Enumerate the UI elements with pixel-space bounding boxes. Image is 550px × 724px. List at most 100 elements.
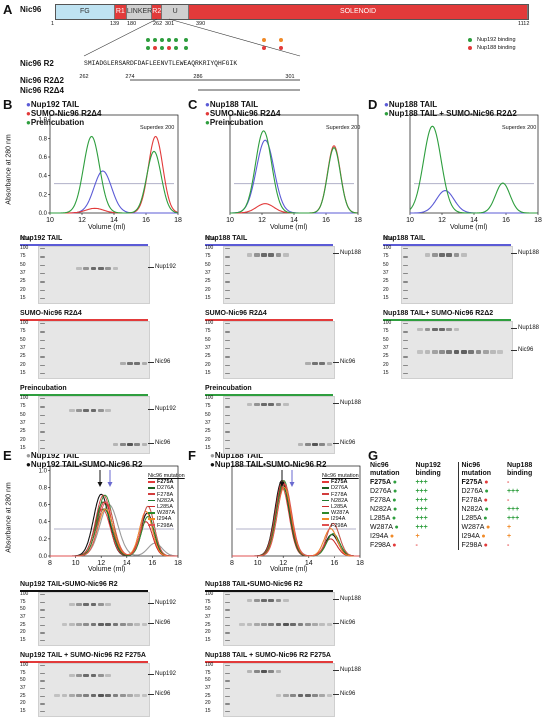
nup192-binding-dot	[160, 38, 164, 42]
protein-band	[297, 623, 304, 626]
protein-band	[312, 443, 318, 446]
protein-band	[90, 694, 97, 697]
protein-band	[76, 409, 82, 412]
sequence-tick: 286	[193, 74, 202, 80]
protein-band	[105, 694, 112, 697]
nup192-binding-dot	[146, 38, 150, 42]
mw-marker: 25	[20, 428, 26, 435]
protein-band	[127, 362, 133, 365]
protein-band	[83, 674, 90, 677]
protein-band	[68, 623, 75, 626]
mw-marker: 75	[20, 253, 26, 260]
protein-band	[461, 253, 467, 257]
ladder-band	[40, 331, 45, 333]
ladder-band	[40, 609, 45, 611]
band-label: Nic96	[340, 620, 356, 626]
x-tick-label: 16	[502, 217, 510, 224]
protein-band	[439, 328, 445, 331]
protein-band	[76, 603, 82, 606]
residue-tick: 301	[165, 21, 175, 27]
band-pointer	[333, 623, 339, 624]
gel-title: Nup192 TAIL	[20, 235, 63, 242]
protein-name: Nic96	[20, 5, 42, 14]
y-tick-label: 0.4	[39, 520, 48, 526]
mw-marker: 25	[205, 353, 211, 360]
ladder-band	[40, 348, 45, 350]
mw-marker: 37	[20, 345, 26, 351]
mutation-cell: N282A ●	[370, 506, 398, 513]
ladder-band	[225, 594, 230, 596]
table-header: Nup192 binding	[413, 462, 460, 478]
band-label: Nic96	[340, 440, 356, 446]
protein-band	[312, 623, 318, 626]
protein-band	[497, 350, 504, 354]
table-row: N282A ● +++ N282A ● +++	[368, 505, 550, 514]
mutation-cell: I294A ●	[370, 533, 395, 540]
mutation-legend-title: Nic96 mutation	[322, 473, 359, 479]
domain-solenoid: SOLENOID	[189, 5, 528, 19]
mw-marker: 50	[20, 336, 26, 343]
protein-band	[112, 443, 119, 446]
mw-marker: 25	[205, 278, 211, 285]
table-row: L285A ● +++ L285A ● +++	[368, 514, 550, 523]
protein-band	[76, 694, 82, 697]
gel-image	[38, 663, 150, 717]
protein-band	[283, 694, 289, 697]
band-pointer	[148, 694, 154, 695]
binding-cell: +	[413, 532, 460, 541]
legend-item: ●SUMO-Nic96 R2Δ4	[26, 109, 102, 118]
ladder-band	[225, 695, 230, 697]
protein-band	[134, 623, 141, 626]
band-pointer	[333, 670, 339, 671]
protein-band	[112, 694, 119, 697]
series-line	[409, 125, 538, 214]
kda-label: kDa	[205, 236, 215, 242]
residue-tick: 262	[153, 21, 163, 27]
column-label-b: Superdex 200	[140, 125, 175, 131]
protein-band	[326, 623, 333, 626]
ladder-band	[225, 688, 230, 690]
mw-marker: 20	[205, 700, 211, 707]
ladder-band	[40, 364, 45, 366]
gel-color-bar	[20, 244, 148, 246]
protein-band	[112, 623, 119, 626]
gel-title: Nup192 TAIL + SUMO-Nic96 R2 F275A	[20, 652, 146, 659]
mw-marker: 25	[383, 278, 389, 285]
protein-band	[253, 623, 260, 626]
mutation-item: F298A	[322, 523, 359, 529]
ladder-band	[40, 281, 45, 283]
mw-marker: 15	[20, 370, 26, 376]
kda-label: kDa	[20, 236, 30, 242]
mw-marker: 25	[205, 621, 211, 628]
mutation-list: F275A D276A F278A N282A L285A W287A I294A F298A	[322, 479, 359, 529]
gel-image	[223, 663, 335, 717]
x-tick-label: 16	[142, 217, 150, 224]
protein-band	[319, 362, 326, 365]
mw-marker: 20	[20, 361, 26, 368]
arrow-head	[279, 482, 285, 487]
protein-band	[141, 623, 148, 626]
protein-band	[439, 350, 445, 354]
gel-title: Nup188 TAIL + SUMO-Nic96 R2 F275A	[205, 652, 331, 659]
mw-marker: 37	[205, 614, 211, 620]
ladder-band	[40, 298, 45, 300]
mw-marker: 25	[383, 353, 389, 360]
x-tick-label: 10	[46, 217, 54, 224]
protein-band	[275, 670, 282, 673]
protein-band	[446, 328, 453, 331]
mw-marker: 15	[383, 370, 389, 376]
protein-band	[134, 362, 141, 365]
band-pointer	[148, 674, 154, 675]
protein-band	[134, 443, 141, 446]
protein-band	[446, 350, 453, 354]
protein-band	[468, 350, 475, 354]
chart-f-frame	[231, 465, 361, 557]
legend-dot	[468, 46, 472, 50]
mutation-legend-e: Nic96 mutation F275A D276A F278A N282A L285A…	[148, 473, 185, 529]
ladder-band	[403, 256, 408, 258]
gel-color-bar	[20, 319, 148, 321]
series-line	[50, 501, 178, 557]
band-label: Nup188	[518, 250, 540, 256]
protein-band	[90, 267, 97, 270]
protein-band	[261, 253, 267, 257]
